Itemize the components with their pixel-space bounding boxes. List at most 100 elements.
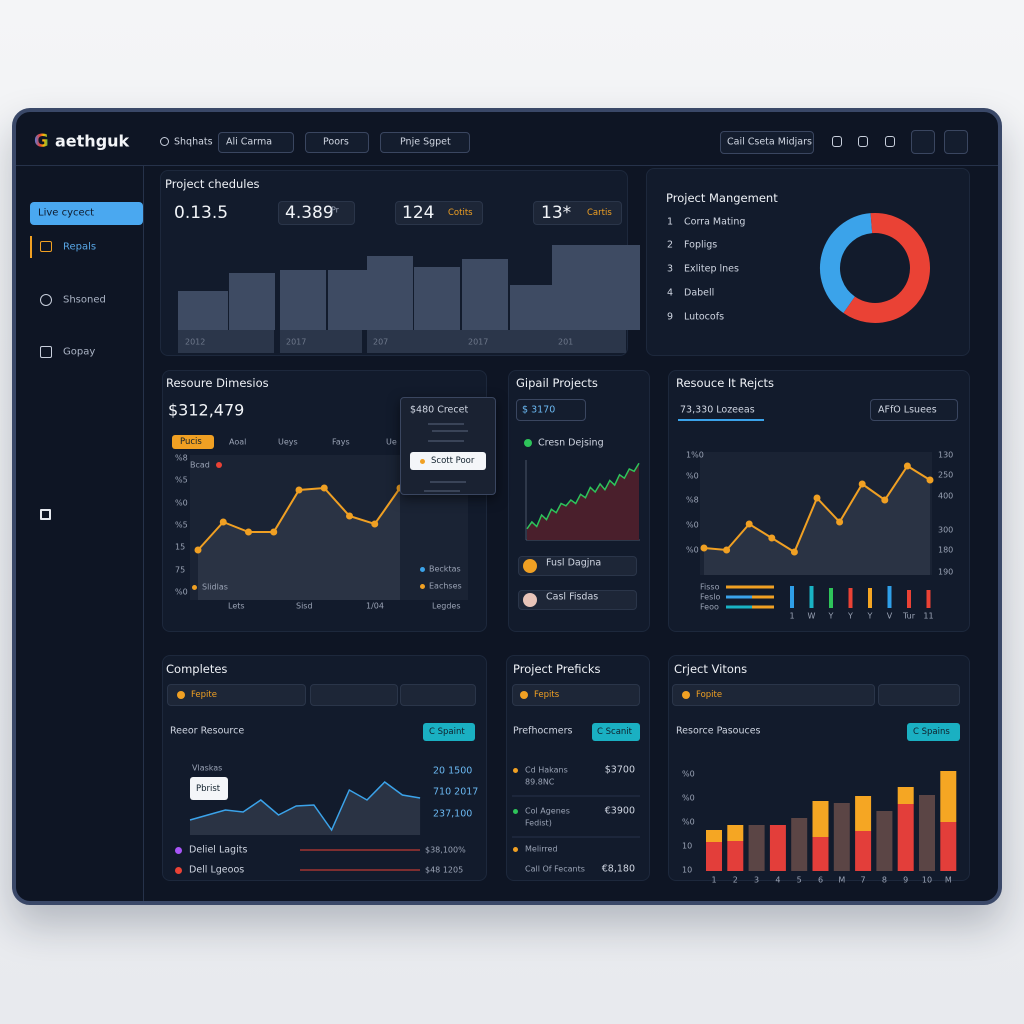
sidebar-item[interactable]: Live cycect bbox=[38, 207, 95, 219]
dot bbox=[177, 691, 185, 699]
dropdown-label[interactable]: AFfO Lsuees bbox=[878, 404, 937, 416]
tab-active[interactable] bbox=[172, 435, 214, 449]
button-label[interactable]: C Spaint bbox=[429, 727, 465, 737]
nav-dropdown[interactable] bbox=[218, 132, 294, 153]
panel-title: Project Mangement bbox=[666, 191, 778, 205]
row-sub: 89.8NC bbox=[525, 777, 555, 787]
sidebar-item[interactable]: Gopay bbox=[63, 346, 96, 358]
filter-box[interactable] bbox=[400, 684, 476, 706]
point bbox=[881, 496, 889, 504]
button-label[interactable]: C Scanit bbox=[597, 727, 632, 737]
search-text[interactable]: Fepits bbox=[534, 690, 560, 700]
nav-dropdown[interactable] bbox=[305, 132, 369, 153]
panel-title: Project chedules bbox=[165, 177, 260, 191]
bar-segment bbox=[748, 825, 765, 871]
dropdown[interactable] bbox=[678, 399, 764, 421]
bar bbox=[367, 256, 413, 330]
placeholder-line bbox=[428, 440, 464, 442]
button[interactable] bbox=[423, 723, 475, 741]
search-text[interactable]: Fepite bbox=[191, 690, 217, 700]
y-tick-label: 180 bbox=[938, 545, 954, 555]
value-label: 237,100 bbox=[433, 808, 473, 820]
header-icon[interactable] bbox=[885, 136, 895, 147]
point bbox=[813, 494, 821, 502]
dropdown[interactable] bbox=[516, 399, 586, 421]
bar bbox=[868, 588, 872, 608]
y-tick-label: 250 bbox=[938, 470, 954, 480]
point bbox=[219, 518, 227, 526]
button-label[interactable]: C Spains bbox=[913, 727, 950, 737]
nav-item[interactable]: Pnje Sgpet bbox=[400, 136, 451, 148]
search-box[interactable] bbox=[167, 684, 306, 706]
y-tick-label: %0 bbox=[175, 498, 188, 508]
nav-item[interactable]: Shqhats bbox=[174, 136, 213, 148]
nav-dropdown[interactable] bbox=[380, 132, 470, 153]
list-label: Fopligs bbox=[684, 239, 718, 251]
dropdown-label[interactable]: 73,330 Lozeeas bbox=[680, 404, 755, 416]
dropdown[interactable] bbox=[870, 399, 958, 421]
search-text[interactable]: Cail Cseta Midjars bbox=[727, 136, 812, 148]
dot bbox=[682, 691, 690, 699]
dot bbox=[512, 846, 518, 852]
search-box[interactable] bbox=[720, 131, 814, 154]
button[interactable] bbox=[592, 723, 640, 741]
bar bbox=[280, 270, 326, 330]
amount[interactable]: $ 3170 bbox=[522, 404, 556, 416]
header-button[interactable] bbox=[911, 130, 935, 154]
dropdown-label[interactable]: $480 Crecet bbox=[410, 404, 469, 416]
y-tick-label: %0 bbox=[686, 545, 699, 555]
sidebar-active[interactable] bbox=[30, 202, 143, 225]
bar bbox=[414, 267, 460, 330]
bar-segment bbox=[706, 842, 722, 871]
search-box[interactable] bbox=[310, 684, 398, 706]
legend-bar bbox=[726, 585, 752, 589]
dot bbox=[419, 566, 425, 572]
x-tick-label: Legdes bbox=[432, 601, 461, 611]
filter-box[interactable] bbox=[878, 684, 960, 706]
bar-label: 2017 bbox=[286, 337, 307, 347]
x-tick-label: 1 bbox=[711, 875, 717, 885]
nav-item[interactable]: Ali Carma bbox=[226, 136, 273, 148]
tooltip-text: Pbrist bbox=[196, 784, 221, 794]
sidebar-item[interactable]: Repals bbox=[63, 241, 97, 253]
x-tick-label: Y bbox=[867, 611, 873, 621]
tab[interactable]: Pucis bbox=[180, 437, 202, 447]
point bbox=[245, 528, 252, 536]
search-box[interactable] bbox=[512, 684, 640, 706]
tab[interactable]: Ue bbox=[386, 437, 397, 447]
x-tick-label: V bbox=[886, 611, 893, 621]
bar-base bbox=[462, 330, 556, 353]
bar-segment bbox=[897, 804, 914, 871]
search-text[interactable]: Fopite bbox=[696, 690, 723, 700]
tab[interactable]: Ueys bbox=[278, 437, 298, 447]
tooltip bbox=[190, 777, 228, 800]
tab[interactable]: Aoal bbox=[229, 437, 247, 447]
y-tick-label: %8 bbox=[175, 453, 188, 463]
header-icon[interactable] bbox=[858, 136, 868, 147]
stat-value: 4.389 bbox=[285, 203, 334, 223]
bar bbox=[510, 285, 556, 330]
dropdown-option[interactable] bbox=[410, 452, 486, 470]
list-label: Casl Fisdas bbox=[546, 591, 599, 603]
x-tick-label: Y bbox=[828, 611, 834, 621]
sidebar-item[interactable]: Shsoned bbox=[63, 294, 106, 306]
y-tick-label: 15 bbox=[175, 542, 186, 552]
nav-icon bbox=[160, 137, 169, 146]
bar-label: 201 bbox=[558, 337, 574, 347]
dropdown-popup[interactable] bbox=[400, 397, 496, 495]
button[interactable] bbox=[907, 723, 960, 741]
nav-item[interactable]: Poors bbox=[323, 136, 349, 148]
line bbox=[189, 781, 421, 832]
dropdown-option-text[interactable]: Scott Poor bbox=[431, 456, 475, 466]
tab[interactable]: Fays bbox=[332, 437, 350, 447]
header-button[interactable] bbox=[944, 130, 968, 154]
sidebar-icon bbox=[40, 346, 52, 358]
x-tick-label: Y bbox=[848, 611, 853, 621]
row-label: Dell Lgeoos bbox=[189, 864, 245, 876]
row-value: €8,180 bbox=[601, 863, 635, 875]
header-icon[interactable] bbox=[832, 136, 842, 147]
list-number: 9 bbox=[667, 311, 674, 323]
point bbox=[745, 520, 753, 528]
search-box[interactable] bbox=[672, 684, 875, 706]
x-tick-label: 3 bbox=[754, 875, 760, 885]
